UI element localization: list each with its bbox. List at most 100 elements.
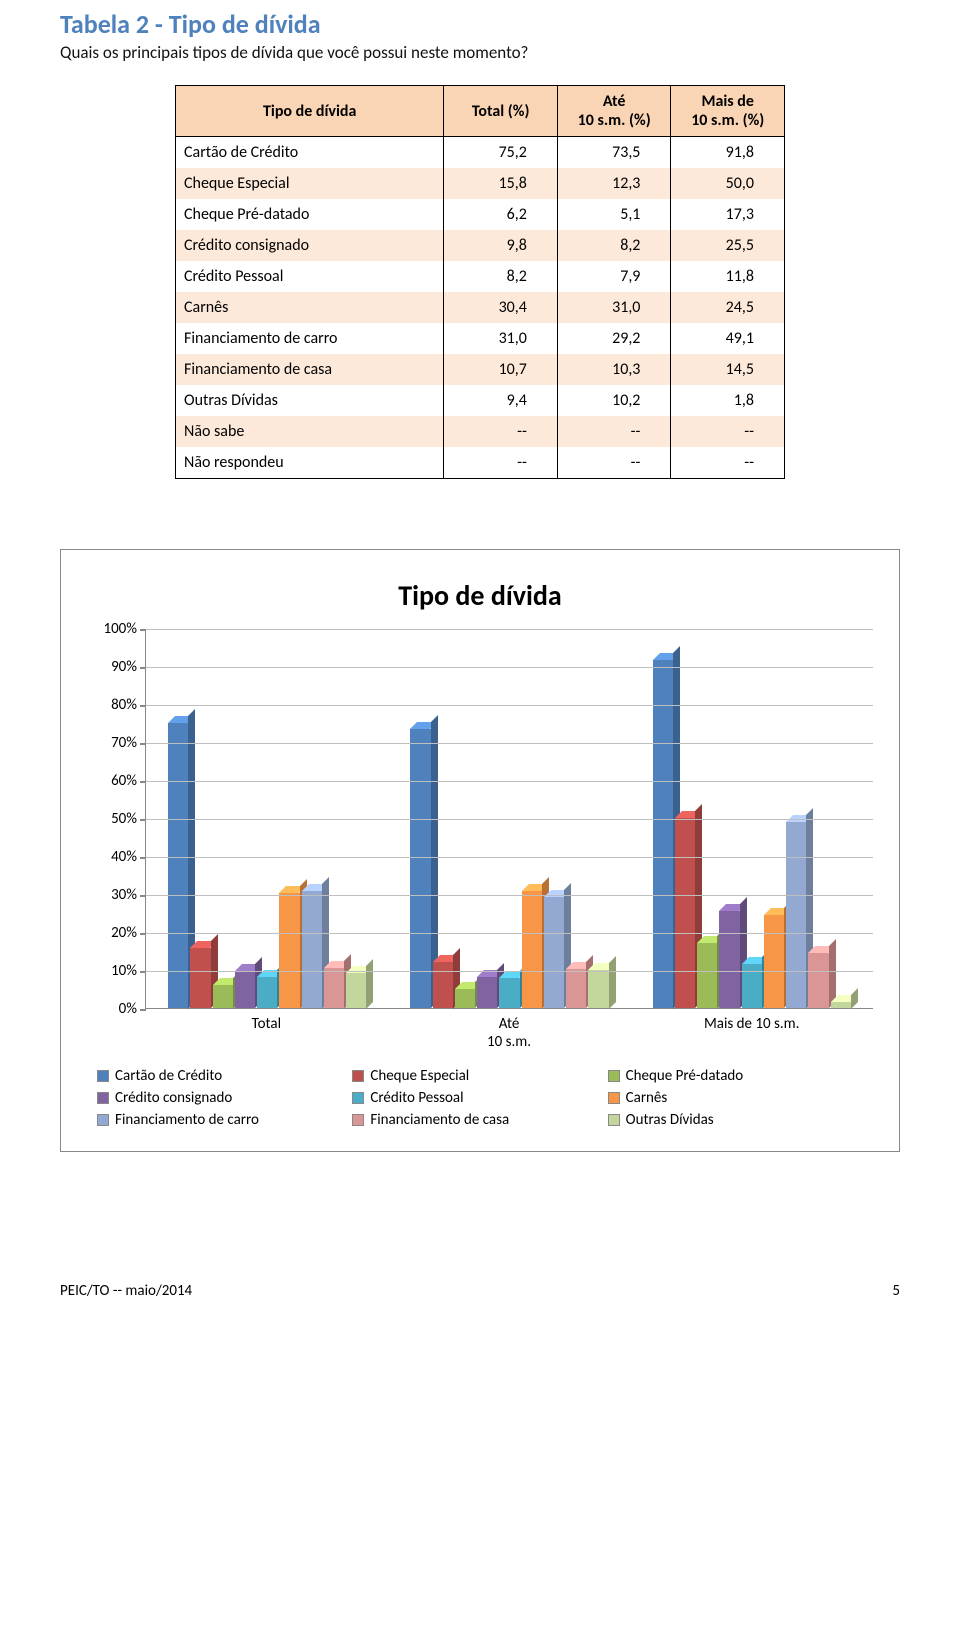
y-tick-label: 0%	[119, 1000, 137, 1018]
table-row: Carnês30,431,024,5	[176, 292, 785, 323]
bar	[324, 628, 344, 1008]
legend-swatch	[608, 1114, 620, 1126]
gridline	[146, 819, 873, 820]
legend-label: Crédito consignado	[115, 1089, 232, 1107]
cell-value: 14,5	[671, 354, 785, 385]
legend-label: Financiamento de carro	[115, 1111, 259, 1129]
table-row: Cheque Especial15,812,350,0	[176, 168, 785, 199]
cell-value: 25,5	[671, 230, 785, 261]
y-tick	[140, 971, 146, 973]
col-header-2: Até10 s.m. (%)	[557, 86, 671, 137]
cell-value: 73,5	[557, 137, 671, 169]
y-axis-labels: 0%10%20%30%40%50%60%70%80%90%100%	[87, 629, 145, 1009]
legend-label: Cheque Especial	[370, 1067, 469, 1085]
legend-swatch	[97, 1070, 109, 1082]
table-row: Outras Dívidas9,410,21,8	[176, 385, 785, 416]
gridline	[146, 629, 873, 630]
data-table: Tipo de dívida Total (%) Até10 s.m. (%) …	[175, 85, 785, 479]
bar	[675, 628, 695, 1008]
bar	[279, 628, 299, 1008]
gridline	[146, 933, 873, 934]
row-label: Cheque Pré-datado	[176, 199, 444, 230]
cell-value: 31,0	[557, 292, 671, 323]
gridline	[146, 781, 873, 782]
legend-item: Financiamento de carro	[97, 1111, 352, 1129]
row-label: Não sabe	[176, 416, 444, 447]
cell-value: 9,4	[444, 385, 558, 416]
legend-item: Cheque Pré-datado	[608, 1067, 863, 1085]
legend-swatch	[352, 1092, 364, 1104]
y-tick	[140, 781, 146, 783]
y-tick	[140, 819, 146, 821]
table-row: Cartão de Crédito75,273,591,8	[176, 137, 785, 169]
legend-swatch	[352, 1114, 364, 1126]
table-row: Crédito Pessoal8,27,911,8	[176, 261, 785, 292]
bar	[719, 628, 739, 1008]
table-row: Financiamento de carro31,029,249,1	[176, 323, 785, 354]
row-label: Crédito consignado	[176, 230, 444, 261]
legend-item: Carnês	[608, 1089, 863, 1107]
y-tick-label: 60%	[111, 772, 137, 790]
cell-value: 11,8	[671, 261, 785, 292]
page-subtitle: Quais os principais tipos de dívida que …	[60, 42, 900, 63]
legend-label: Crédito Pessoal	[370, 1089, 463, 1107]
page-title: Tabela 2 - Tipo de dívida	[60, 8, 900, 40]
gridline	[146, 667, 873, 668]
legend-item: Financiamento de casa	[352, 1111, 607, 1129]
bar	[764, 628, 784, 1008]
table-row: Não sabe------	[176, 416, 785, 447]
row-label: Cartão de Crédito	[176, 137, 444, 169]
y-tick-label: 80%	[111, 696, 137, 714]
footer-right: 5	[892, 1282, 900, 1300]
cell-value: 15,8	[444, 168, 558, 199]
y-tick-label: 100%	[103, 620, 137, 638]
cell-value: 24,5	[671, 292, 785, 323]
bar	[742, 628, 762, 1008]
table-row: Financiamento de casa10,710,314,5	[176, 354, 785, 385]
bar	[653, 628, 673, 1008]
footer-left: PEIC/TO -- maio/2014	[60, 1282, 192, 1300]
cell-value: 10,7	[444, 354, 558, 385]
cell-value: 17,3	[671, 199, 785, 230]
legend-swatch	[608, 1070, 620, 1082]
cell-value: --	[444, 416, 558, 447]
cell-value: 10,2	[557, 385, 671, 416]
table-row: Cheque Pré-datado6,25,117,3	[176, 199, 785, 230]
row-label: Financiamento de carro	[176, 323, 444, 354]
legend-item: Crédito Pessoal	[352, 1089, 607, 1107]
gridline	[146, 971, 873, 972]
y-tick-label: 90%	[111, 658, 137, 676]
cell-value: 8,2	[444, 261, 558, 292]
col-header-3: Mais de10 s.m. (%)	[671, 86, 785, 137]
y-tick	[140, 1009, 146, 1011]
bar	[588, 628, 608, 1008]
legend-label: Financiamento de casa	[370, 1111, 509, 1129]
bar	[433, 628, 453, 1008]
row-label: Crédito Pessoal	[176, 261, 444, 292]
legend-label: Cheque Pré-datado	[626, 1067, 744, 1085]
y-tick-label: 40%	[111, 848, 137, 866]
chart-title: Tipo de dívida	[87, 578, 873, 613]
row-label: Cheque Especial	[176, 168, 444, 199]
bar	[566, 628, 586, 1008]
legend-item: Crédito consignado	[97, 1089, 352, 1107]
cell-value: 10,3	[557, 354, 671, 385]
bar	[831, 628, 851, 1008]
legend-swatch	[97, 1092, 109, 1104]
row-label: Outras Dívidas	[176, 385, 444, 416]
chart-legend: Cartão de Crédito Cheque Especial Cheque P…	[97, 1067, 863, 1129]
cell-value: 31,0	[444, 323, 558, 354]
gridline	[146, 857, 873, 858]
bar	[190, 628, 210, 1008]
x-tick-label: Mais de 10 s.m.	[630, 1009, 873, 1051]
cell-value: 91,8	[671, 137, 785, 169]
y-tick	[140, 667, 146, 669]
cell-value: 1,8	[671, 385, 785, 416]
legend-item: Cartão de Crédito	[97, 1067, 352, 1085]
row-label: Financiamento de casa	[176, 354, 444, 385]
cell-value: 9,8	[444, 230, 558, 261]
bar	[499, 628, 519, 1008]
cell-value: --	[671, 416, 785, 447]
row-label: Carnês	[176, 292, 444, 323]
legend-swatch	[97, 1114, 109, 1126]
